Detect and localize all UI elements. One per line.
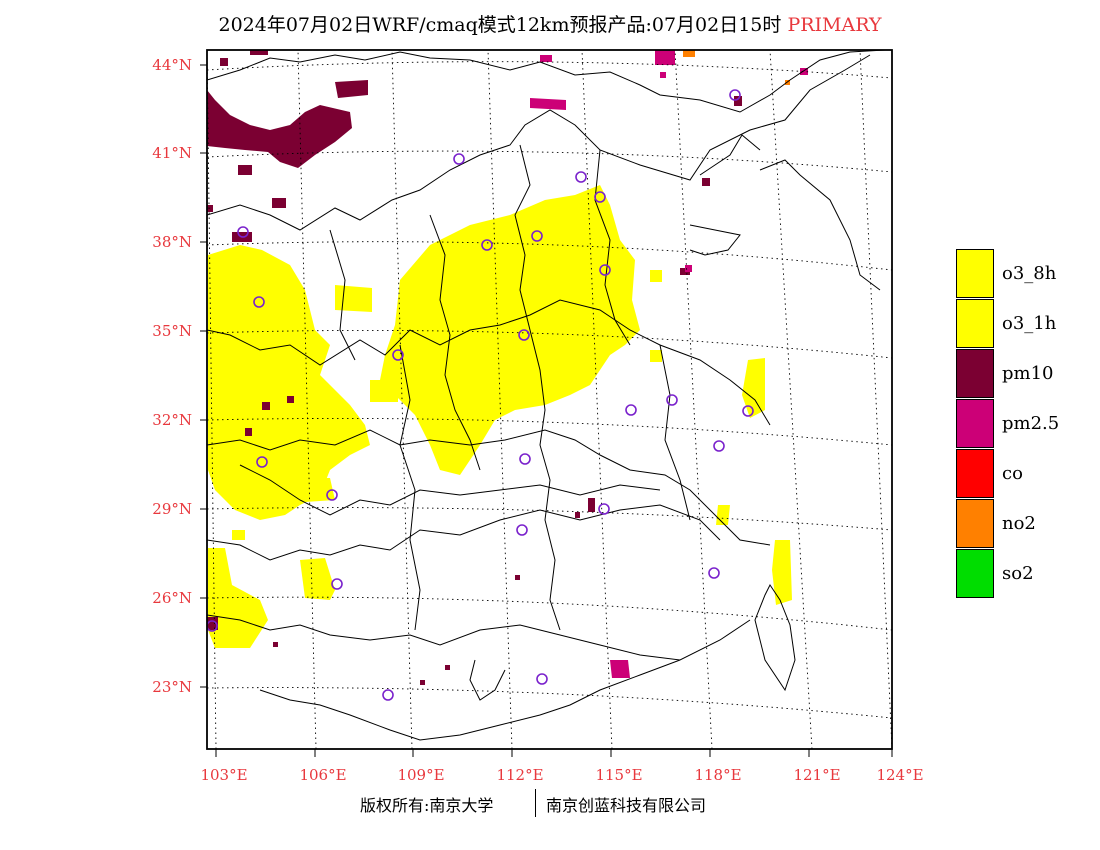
lat-label: 44°N xyxy=(152,56,192,74)
copyright-left: 版权所有:南京大学 xyxy=(360,796,494,815)
legend-swatch xyxy=(956,399,994,448)
lat-label: 38°N xyxy=(152,233,192,251)
lon-label: 118°E xyxy=(694,766,742,784)
lon-label: 124°E xyxy=(876,766,924,784)
boundary-lines xyxy=(207,50,886,741)
lat-label: 35°N xyxy=(152,322,192,340)
lon-label: 109°E xyxy=(397,766,445,784)
lat-label: 32°N xyxy=(152,411,192,429)
lon-label: 121°E xyxy=(793,766,841,784)
copyright-divider xyxy=(535,789,536,817)
axis-ticks xyxy=(200,64,893,757)
lon-label: 106°E xyxy=(299,766,347,784)
legend-swatch xyxy=(956,449,994,498)
legend-label: pm2.5 xyxy=(1002,413,1060,434)
title-main: 2024年07月02日WRF/cmaq模式12km预报产品:07月02日15时 xyxy=(218,14,782,36)
copyright-right: 南京创蓝科技有限公司 xyxy=(546,796,707,815)
legend-item-o3-1h: o3_1h xyxy=(956,299,1076,349)
legend-label: no2 xyxy=(1002,513,1036,534)
legend-item-pm10: pm10 xyxy=(956,349,1076,399)
station-markers xyxy=(207,89,754,701)
legend-swatch xyxy=(956,299,994,348)
lon-label: 112°E xyxy=(496,766,544,784)
graticule xyxy=(207,50,892,749)
legend-item-so2: so2 xyxy=(956,549,1076,599)
lon-label: 115°E xyxy=(595,766,643,784)
legend-label: so2 xyxy=(1002,563,1034,584)
legend-label: pm10 xyxy=(1002,363,1054,384)
lon-label: 103°E xyxy=(200,766,248,784)
legend-label: co xyxy=(1002,463,1023,484)
legend-label: o3_1h xyxy=(1002,313,1057,334)
pm25-area xyxy=(530,50,808,678)
legend-swatch xyxy=(956,549,994,598)
legend-item-no2: no2 xyxy=(956,499,1076,549)
lat-label: 23°N xyxy=(152,678,192,696)
legend-item-co: co xyxy=(956,449,1076,499)
legend: o3_8h o3_1h pm10 pm2.5 co no2 so2 xyxy=(956,249,1076,599)
lat-label: 41°N xyxy=(152,144,192,162)
map-frame xyxy=(206,49,893,750)
pm10-area xyxy=(207,50,742,685)
legend-swatch xyxy=(956,249,994,298)
legend-item-o3-8h: o3_8h xyxy=(956,249,1076,299)
legend-swatch xyxy=(956,349,994,398)
lat-label: 29°N xyxy=(152,500,192,518)
title-tag: PRIMARY xyxy=(787,14,882,36)
legend-swatch xyxy=(956,499,994,548)
lat-label: 26°N xyxy=(152,589,192,607)
legend-label: o3_8h xyxy=(1002,263,1057,284)
legend-item-pm25: pm2.5 xyxy=(956,399,1076,449)
map-title: 2024年07月02日WRF/cmaq模式12km预报产品:07月02日15时 … xyxy=(0,10,1100,37)
no2-area xyxy=(683,50,790,85)
